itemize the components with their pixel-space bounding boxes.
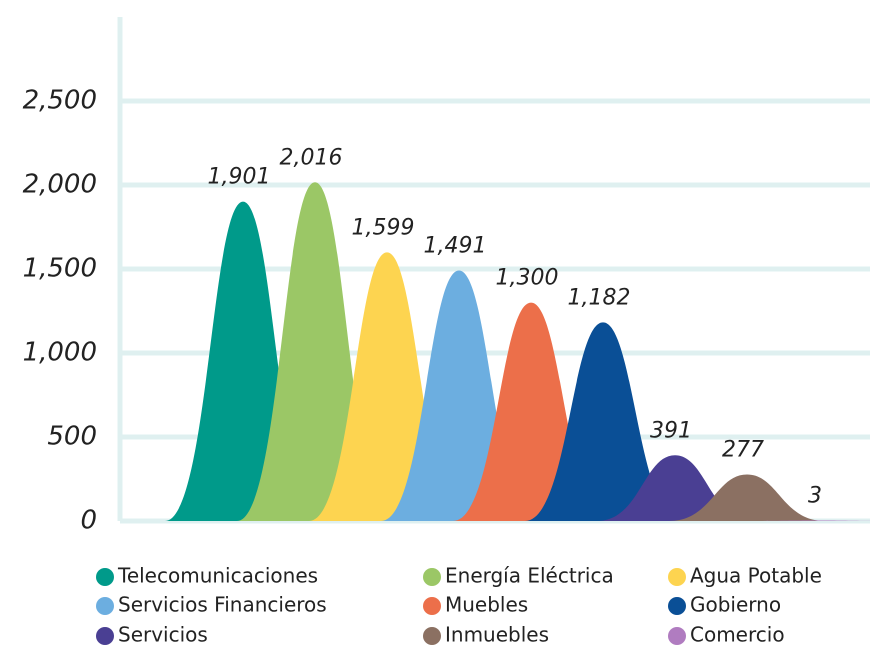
- peak: [525, 322, 681, 521]
- value-label: 1,300: [496, 266, 559, 291]
- legend-swatch: [96, 627, 114, 645]
- legend-label: Gobierno: [690, 593, 781, 617]
- peak: [669, 474, 825, 521]
- y-tick-label: 0: [80, 506, 97, 536]
- legend-label: Inmuebles: [445, 623, 549, 647]
- legend-label: Telecomunicaciones: [117, 564, 318, 588]
- legend-swatch: [96, 568, 114, 586]
- y-tick-label: 2,000: [23, 170, 97, 200]
- legend-label: Servicios Financieros: [118, 593, 327, 617]
- legend-swatch: [423, 597, 441, 615]
- legend-swatch: [668, 597, 686, 615]
- y-tick-label: 2,500: [23, 86, 97, 116]
- legend-swatch: [423, 568, 441, 586]
- value-label: 1,599: [352, 215, 415, 240]
- legend-label: Energía Eléctrica: [445, 564, 614, 588]
- legend-swatch: [423, 627, 441, 645]
- peak: [741, 520, 870, 521]
- legend-swatch: [668, 627, 686, 645]
- value-label: 1,901: [208, 165, 271, 190]
- legend-label: Comercio: [690, 623, 785, 647]
- legend-label: Agua Potable: [690, 564, 822, 588]
- legend-label: Muebles: [445, 593, 528, 617]
- legend-swatch: [668, 568, 686, 586]
- value-label: 277: [722, 437, 764, 462]
- y-tick-label: 1,000: [23, 338, 97, 368]
- value-label: 1,491: [424, 234, 487, 259]
- legend-label: Servicios: [118, 623, 208, 647]
- value-label: 3: [808, 483, 822, 508]
- y-tick-label: 500: [47, 422, 97, 452]
- value-label: 2,016: [280, 145, 343, 170]
- value-label: 391: [650, 418, 692, 443]
- value-label: 1,182: [568, 285, 631, 310]
- y-tick-label: 1,500: [23, 254, 97, 284]
- legend-swatch: [96, 597, 114, 615]
